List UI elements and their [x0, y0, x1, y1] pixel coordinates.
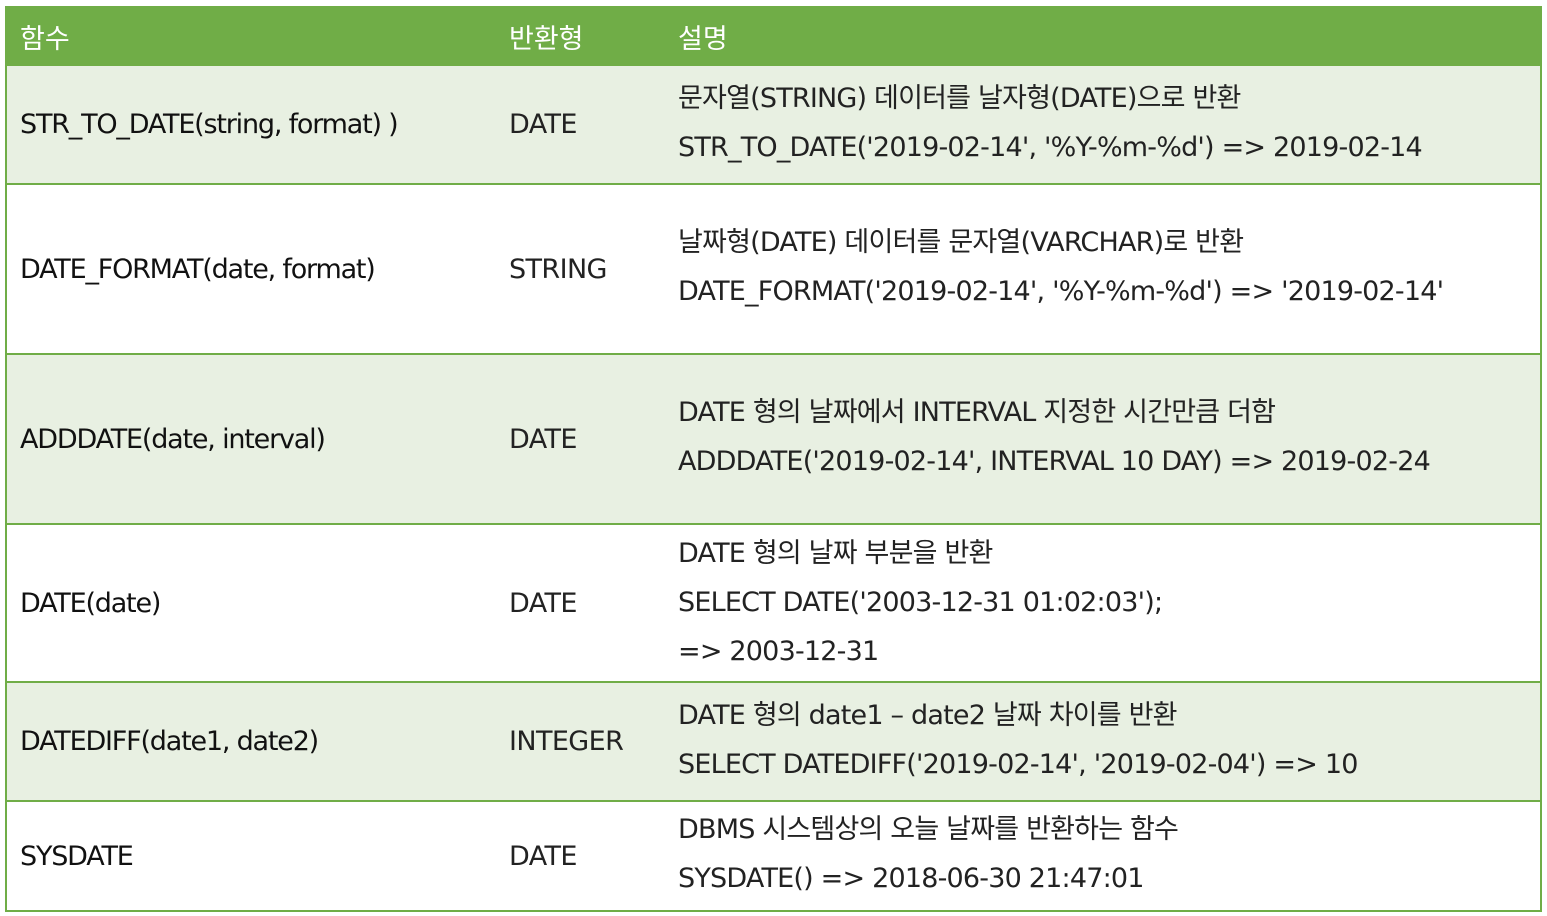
table-row: ADDDATE(date, interval) DATE DATE 형의 날짜에…	[7, 355, 1540, 525]
date-functions-table: 함수 반환형 설명 STR_TO_DATE(string, format) ) …	[5, 6, 1542, 912]
function-name: DATE(date)	[20, 587, 161, 619]
function-name: DATEDIFF(date1, date2)	[20, 726, 319, 757]
table-row: DATE(date) DATE DATE 형의 날짜 부분을 반환 SELECT…	[7, 525, 1540, 683]
description-text: 문자열(STRING) 데이터를 날자형(DATE)으로 반환	[678, 82, 1241, 114]
description-result: => 2003-12-31	[678, 636, 879, 667]
return-type: DATE	[509, 423, 577, 455]
description: DATE 형의 date1 – date2 날짜 차이를 반환 SELECT D…	[678, 683, 1532, 800]
function-name: DATE_FORMAT(date, format)	[20, 253, 376, 285]
return-type: DATE	[509, 840, 577, 872]
table-header-row: 함수 반환형 설명	[7, 8, 1540, 66]
return-type: DATE	[509, 109, 577, 140]
header-return-type: 반환형	[509, 23, 584, 55]
description: 날짜형(DATE) 데이터를 문자열(VARCHAR)로 반환 DATE_FOR…	[678, 185, 1532, 353]
description-text: DATE 형의 날짜 부분을 반환	[678, 538, 993, 569]
function-name: STR_TO_DATE(string, format) )	[20, 109, 399, 140]
description-example: DATE_FORMAT('2019-02-14', '%Y-%m-%d') =>…	[678, 276, 1444, 307]
description-example: SELECT DATE('2003-12-31 01:02:03');	[678, 587, 1163, 618]
description: 문자열(STRING) 데이터를 날자형(DATE)으로 반환 STR_TO_D…	[678, 66, 1532, 183]
header-description: 설명	[678, 8, 1532, 64]
header-description-label: 설명	[678, 23, 728, 55]
description-example: ADDDATE('2019-02-14', INTERVAL 10 DAY) =…	[678, 446, 1431, 477]
return-type: DATE	[509, 587, 577, 619]
table-row: SYSDATE DATE DBMS 시스템상의 오늘 날짜를 반환하는 함수 S…	[7, 802, 1540, 910]
header-function: 함수	[20, 23, 70, 55]
table-row: STR_TO_DATE(string, format) ) DATE 문자열(S…	[7, 66, 1540, 185]
description-example: SELECT DATEDIFF('2019-02-14', '2019-02-0…	[678, 748, 1358, 780]
description: DBMS 시스템상의 오늘 날짜를 반환하는 함수 SYSDATE() => 2…	[678, 802, 1532, 910]
description-text: DBMS 시스템상의 오늘 날짜를 반환하는 함수	[678, 814, 1179, 845]
return-type: STRING	[509, 253, 607, 285]
description-text: DATE 형의 date1 – date2 날짜 차이를 반환	[678, 699, 1178, 731]
description-text: 날짜형(DATE) 데이터를 문자열(VARCHAR)로 반환	[678, 227, 1244, 258]
function-name: ADDDATE(date, interval)	[20, 423, 326, 455]
description-example: STR_TO_DATE('2019-02-14', '%Y-%m-%d') =>…	[678, 131, 1423, 163]
table-row: DATE_FORMAT(date, format) STRING 날짜형(DAT…	[7, 185, 1540, 355]
description: DATE 형의 날짜에서 INTERVAL 지정한 시간만큼 더함 ADDDAT…	[678, 355, 1532, 523]
description-text: DATE 형의 날짜에서 INTERVAL 지정한 시간만큼 더함	[678, 397, 1276, 428]
description: DATE 형의 날짜 부분을 반환 SELECT DATE('2003-12-3…	[678, 525, 1532, 681]
return-type: INTEGER	[509, 726, 624, 757]
description-example: SYSDATE() => 2018-06-30 21:47:01	[678, 863, 1144, 894]
table-row: DATEDIFF(date1, date2) INTEGER DATE 형의 d…	[7, 683, 1540, 802]
function-name: SYSDATE	[20, 840, 134, 872]
